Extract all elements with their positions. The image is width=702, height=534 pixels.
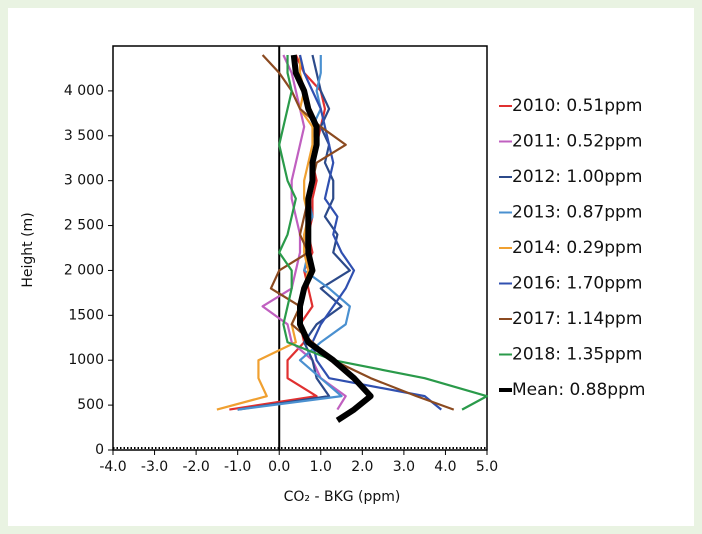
profile-line <box>237 54 351 411</box>
x-tick-label: 2.0 <box>351 459 373 475</box>
y-tick-label: 3 000 <box>64 173 104 189</box>
profile-line <box>290 54 374 423</box>
legend-label: 2010: 0.51ppm <box>512 96 642 116</box>
x-tick-label: -2.0 <box>182 459 209 475</box>
legend-label: 2011: 0.52ppm <box>512 132 642 152</box>
y-tick-label: 4 000 <box>64 83 104 99</box>
x-tick-label: -3.0 <box>141 459 168 475</box>
plot-frame <box>112 45 488 451</box>
y-tick-label: 3 500 <box>64 128 104 144</box>
legend-label: 2016: 1.70ppm <box>512 274 642 294</box>
y-tick-label: 1000 <box>68 352 104 368</box>
y-tick-label: 0 <box>95 442 104 458</box>
x-tick-label: 3.0 <box>393 459 415 475</box>
y-tick-label: 1500 <box>68 307 104 323</box>
x-tick-label: 4.0 <box>434 459 456 475</box>
y-tick-label: 2 000 <box>64 262 104 278</box>
x-tick-label: -4.0 <box>99 459 126 475</box>
legend-label: 2017: 1.14ppm <box>512 309 642 329</box>
legend-label: Mean: 0.88ppm <box>512 380 645 400</box>
y-tick-label: 2 500 <box>64 218 104 234</box>
profile-line <box>278 54 489 411</box>
legend-label: 2014: 0.29ppm <box>512 238 642 258</box>
legend-label: 2013: 0.87ppm <box>512 203 642 223</box>
profile-line <box>216 54 314 411</box>
legend-label: 2012: 1.00ppm <box>512 167 642 187</box>
x-tick-label: -1.0 <box>224 459 251 475</box>
x-tick-label: 5.0 <box>476 459 498 475</box>
legend-label: 2018: 1.35ppm <box>512 345 642 365</box>
x-tick-label: 0.0 <box>268 459 290 475</box>
y-axis-label: Height (m) <box>20 212 36 287</box>
x-axis-label: CO₂ - BKG (ppm) <box>284 489 401 505</box>
x-tick-label: 1.0 <box>310 459 332 475</box>
y-tick-label: 500 <box>77 397 104 413</box>
